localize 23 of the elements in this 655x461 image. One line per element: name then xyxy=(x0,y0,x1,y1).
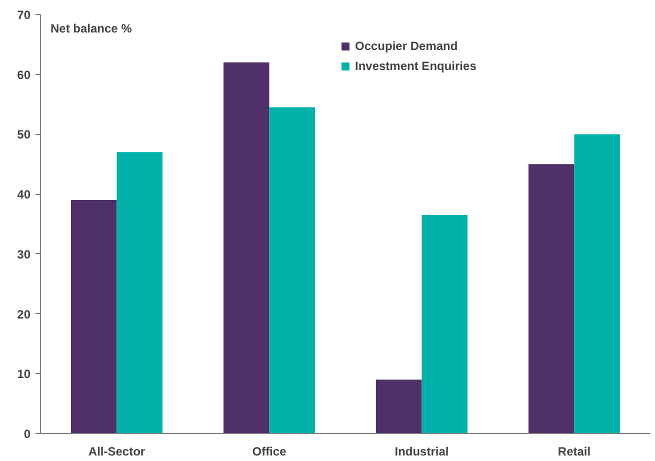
legend-label: Investment Enquiries xyxy=(355,59,476,73)
y-tick-label: 10 xyxy=(17,367,31,382)
y-tick-label: 0 xyxy=(24,427,31,441)
x-tick-label: Office xyxy=(252,444,287,458)
bar xyxy=(422,215,468,434)
bar xyxy=(528,164,574,434)
y-tick-label: 30 xyxy=(17,247,31,262)
bar xyxy=(116,152,162,434)
x-tick-label: Retail xyxy=(558,444,591,458)
y-tick-label: 60 xyxy=(17,68,31,82)
legend-label: Occupier Demand xyxy=(355,39,458,53)
bar xyxy=(574,134,620,434)
bar xyxy=(269,107,315,434)
y-tick-label: 50 xyxy=(17,128,31,142)
x-tick-label: All-Sector xyxy=(88,444,146,458)
y-axis-title: Net balance % xyxy=(50,22,132,36)
bar xyxy=(376,380,422,434)
y-tick-label: 40 xyxy=(17,188,31,202)
x-tick-label: Industrial xyxy=(394,444,449,458)
bar xyxy=(71,200,117,434)
bar xyxy=(224,62,270,434)
y-tick-label: 70 xyxy=(17,8,31,22)
y-tick-label: 20 xyxy=(17,307,31,322)
